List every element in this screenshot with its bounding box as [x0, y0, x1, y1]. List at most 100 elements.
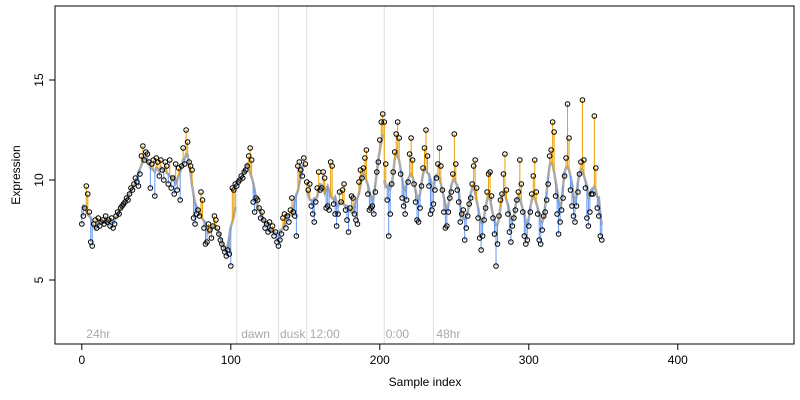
- data-point: [466, 201, 472, 207]
- data-point: [484, 189, 490, 195]
- x-axis: 0 100 200 300 400: [78, 344, 688, 367]
- data-point: [342, 207, 349, 213]
- data-point: [201, 225, 207, 231]
- data-point: [472, 157, 478, 163]
- data-point: [169, 175, 176, 181]
- data-point: [306, 181, 313, 187]
- data-point: [381, 119, 388, 125]
- data-point: [499, 191, 505, 197]
- data-point: [204, 239, 210, 245]
- data-point: [430, 201, 437, 207]
- data-point: [163, 163, 170, 169]
- data-point: [372, 189, 379, 195]
- data-point: [365, 191, 371, 197]
- data-point: [168, 185, 175, 191]
- data-point: [369, 203, 376, 209]
- data-point: [102, 213, 109, 219]
- data-point: [454, 187, 461, 193]
- data-point: [393, 131, 399, 137]
- data-point: [385, 233, 392, 239]
- data-point: [546, 153, 553, 159]
- data-point: [450, 171, 456, 177]
- data-point: [379, 111, 386, 117]
- data-point: [555, 231, 562, 237]
- data-point: [563, 155, 569, 161]
- data-point: [582, 185, 589, 191]
- data-point: [272, 229, 279, 235]
- data-point: [408, 135, 414, 141]
- data-point: [140, 143, 146, 149]
- data-point: [448, 189, 455, 195]
- data-point: [548, 147, 554, 153]
- data-point: [216, 231, 222, 237]
- data-point: [576, 171, 583, 177]
- data-point: [84, 191, 91, 197]
- data-point: [488, 193, 495, 199]
- data-point: [180, 145, 186, 151]
- data-point: [286, 219, 292, 225]
- data-point: [508, 239, 514, 245]
- data-point: [426, 183, 432, 189]
- data-point: [326, 207, 332, 213]
- data-point: [196, 213, 203, 219]
- data-point: [138, 153, 145, 159]
- data-point: [341, 181, 347, 187]
- data-point: [302, 161, 309, 167]
- data-point: [320, 169, 326, 175]
- data-point: [455, 199, 462, 205]
- data-point: [312, 199, 319, 205]
- data-point: [351, 211, 358, 217]
- data-point: [514, 197, 520, 203]
- data-point: [551, 129, 557, 135]
- data-point: [524, 237, 531, 243]
- data-point: [183, 127, 189, 133]
- data-point: [581, 157, 587, 163]
- data-point: [473, 185, 480, 191]
- data-point: [447, 195, 453, 201]
- data-point: [521, 233, 528, 239]
- data-point: [487, 169, 493, 175]
- data-point: [226, 251, 233, 257]
- data-point: [382, 161, 389, 167]
- data-point: [531, 157, 538, 163]
- data-point: [479, 233, 486, 239]
- data-point: [89, 243, 96, 249]
- data-point: [596, 213, 602, 219]
- data-point: [298, 167, 304, 173]
- data-point: [493, 263, 499, 269]
- data-point: [111, 221, 118, 227]
- data-point: [517, 157, 523, 163]
- data-point: [190, 215, 197, 221]
- data-point: [299, 173, 306, 179]
- data-point: [503, 187, 510, 193]
- data-point: [356, 179, 362, 185]
- data-point: [141, 157, 148, 163]
- data-point: [338, 199, 344, 205]
- data-point: [436, 145, 443, 151]
- data-point: [363, 147, 370, 153]
- data-point: [245, 153, 252, 159]
- data-point: [359, 175, 365, 181]
- data-point: [590, 191, 596, 197]
- data-point: [570, 213, 577, 219]
- data-point: [405, 179, 411, 185]
- data-point: [172, 161, 179, 167]
- data-point: [375, 159, 382, 165]
- data-point: [438, 163, 444, 169]
- data-point: [433, 175, 440, 181]
- data-point: [228, 263, 234, 269]
- data-point: [421, 145, 428, 151]
- data-point: [575, 189, 581, 195]
- data-point: [591, 113, 598, 119]
- data-point: [552, 193, 559, 199]
- data-point: [497, 197, 504, 203]
- data-point: [160, 177, 167, 183]
- data-point: [452, 161, 459, 167]
- data-point: [512, 207, 519, 213]
- data-point: [411, 181, 417, 187]
- data-point: [156, 173, 163, 179]
- data-point: [500, 171, 507, 177]
- data-point: [377, 137, 383, 143]
- data-point: [266, 219, 273, 225]
- data-point: [152, 193, 158, 199]
